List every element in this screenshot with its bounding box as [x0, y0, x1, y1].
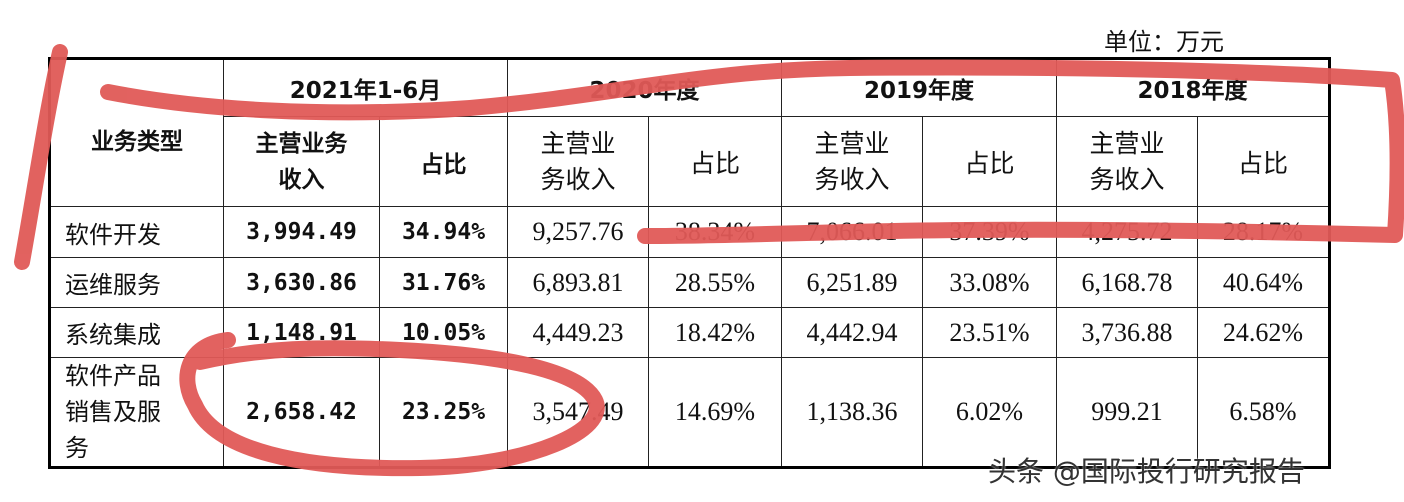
- cell: 6,168.78: [1056, 257, 1198, 308]
- cell: 999.21: [1056, 357, 1198, 468]
- cell: 1,138.36: [781, 357, 923, 468]
- cell: 38.34%: [648, 206, 782, 258]
- cell: 4,275.72: [1056, 206, 1198, 258]
- header-ratio: 占比: [922, 116, 1057, 207]
- header-period: 2021年1-6月: [223, 58, 508, 117]
- header-period: 2018年度: [1056, 58, 1330, 117]
- header-business-type: 业务类型: [49, 58, 224, 207]
- header-revenue: 主营业务收入: [781, 116, 923, 207]
- cell: 34.94%: [379, 206, 508, 258]
- header-revenue: 主营业务收入: [1056, 116, 1198, 207]
- unit-label: 单位：万元: [1104, 28, 1224, 56]
- header-revenue: 主营业务收入: [507, 116, 649, 207]
- cell: 3,994.49: [223, 206, 380, 258]
- cell: 6,893.81: [507, 257, 649, 308]
- cell: 28.17%: [1197, 206, 1330, 258]
- header-revenue: 主营业务收入: [223, 116, 380, 207]
- cell: 23.51%: [922, 307, 1057, 358]
- cell: 4,442.94: [781, 307, 923, 358]
- cell: 14.69%: [648, 357, 782, 468]
- table-row: 软件开发 3,994.49 34.94% 9,257.76 38.34% 7,0…: [49, 206, 1330, 258]
- revenue-table: 业务类型 2021年1-6月 2020年度 2019年度 2018年度 主营业务…: [48, 57, 1331, 469]
- cell: 6,251.89: [781, 257, 923, 308]
- header-ratio: 占比: [648, 116, 782, 207]
- cell: 31.76%: [379, 257, 508, 308]
- cell: 3,547.49: [507, 357, 649, 468]
- cell: 40.64%: [1197, 257, 1330, 308]
- cell: 10.05%: [379, 307, 508, 358]
- cell: 6.58%: [1197, 357, 1330, 468]
- row-name: 运维服务: [49, 257, 224, 308]
- header-ratio: 占比: [379, 116, 508, 207]
- watermark: 头条 @国际投行研究报告: [988, 455, 1305, 488]
- cell: 33.08%: [922, 257, 1057, 308]
- cell: 23.25%: [379, 357, 508, 468]
- cell: 24.62%: [1197, 307, 1330, 358]
- row-name: 系统集成: [49, 307, 224, 358]
- cell: 18.42%: [648, 307, 782, 358]
- cell: 28.55%: [648, 257, 782, 308]
- header-ratio: 占比: [1197, 116, 1330, 207]
- cell: 9,257.76: [507, 206, 649, 258]
- cell: 2,658.42: [223, 357, 380, 468]
- table-row: 系统集成 1,148.91 10.05% 4,449.23 18.42% 4,4…: [49, 307, 1330, 358]
- cell: 3,630.86: [223, 257, 380, 308]
- header-period: 2019年度: [781, 58, 1057, 117]
- table-row: 运维服务 3,630.86 31.76% 6,893.81 28.55% 6,2…: [49, 257, 1330, 308]
- cell: 1,148.91: [223, 307, 380, 358]
- row-name: 软件产品销售及服务: [49, 357, 224, 468]
- cell: 4,449.23: [507, 307, 649, 358]
- cell: 7,066.01: [781, 206, 923, 258]
- header-period: 2020年度: [507, 58, 782, 117]
- cell: 3,736.88: [1056, 307, 1198, 358]
- row-name: 软件开发: [49, 206, 224, 258]
- cell: 37.39%: [922, 206, 1057, 258]
